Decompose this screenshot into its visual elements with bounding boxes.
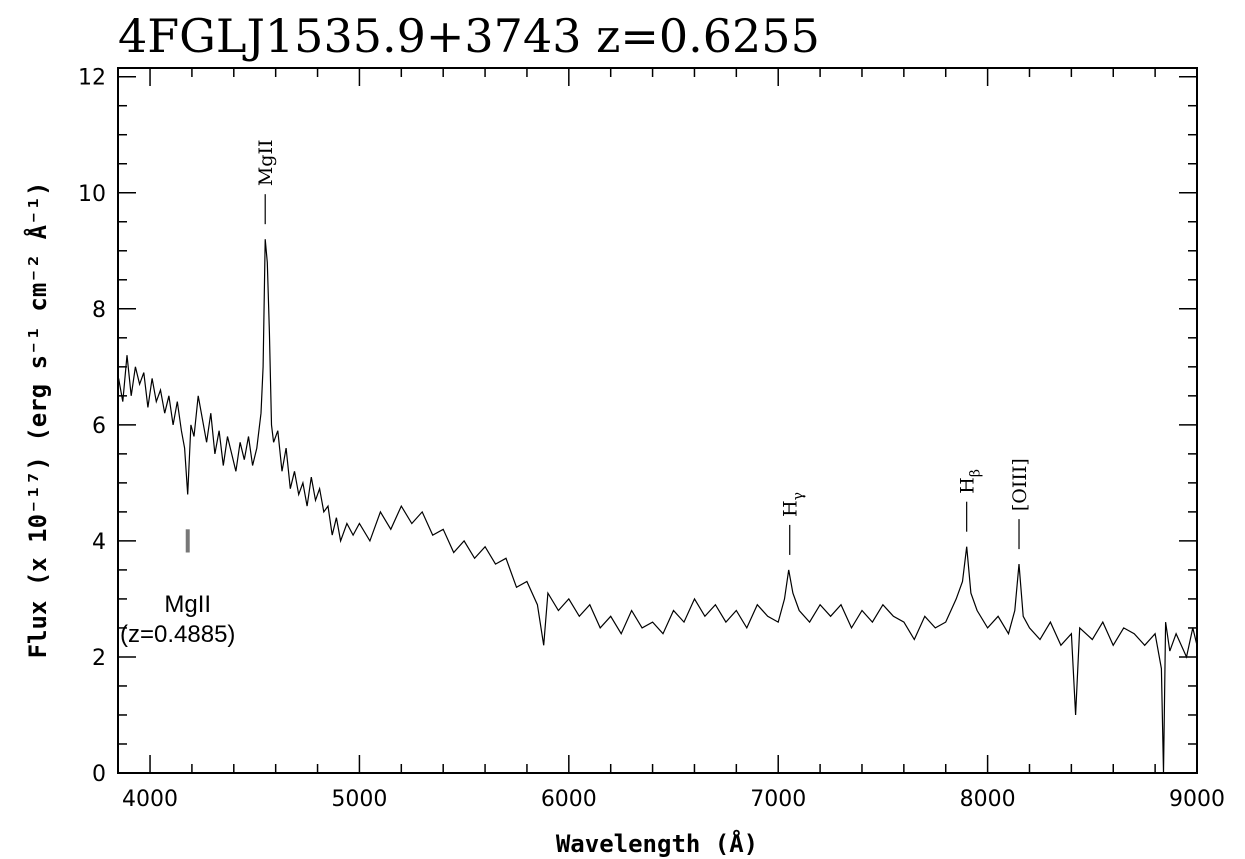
line-label-text: MgII [255, 140, 277, 187]
line-label: Hβ [957, 469, 984, 494]
y-tick-label: 12 [78, 66, 106, 91]
line-label: MgII [255, 140, 277, 187]
line-label-text: H [780, 500, 802, 517]
plot-frame [117, 67, 1198, 774]
chart-title: 4FGLJ1535.9+3743 z=0.6255 [118, 9, 820, 63]
spectrum-line [118, 239, 1197, 773]
x-tick-label: 4000 [122, 787, 178, 812]
x-tick-label: 6000 [541, 787, 597, 812]
y-tick-label: 6 [92, 414, 106, 439]
x-axis-label: Wavelength (Å) [556, 829, 758, 858]
absorption-note: (z=0.4885) [120, 621, 235, 648]
absorption-label: MgII [164, 591, 211, 618]
y-tick-label: 10 [78, 182, 106, 207]
y-axis-label: Flux (x 10⁻¹⁷) (erg s⁻¹ cm⁻² Å⁻¹) [23, 182, 52, 659]
x-tick-label: 8000 [960, 787, 1016, 812]
y-tick-label: 0 [92, 762, 106, 787]
y-tick-label: 8 [92, 298, 106, 323]
x-tick-label: 9000 [1169, 787, 1225, 812]
line-label-sub: β [968, 469, 984, 477]
y-tick-label: 4 [92, 530, 106, 555]
y-tick-label: 2 [92, 646, 106, 671]
x-tick-label: 7000 [750, 787, 806, 812]
line-label-sub: γ [791, 492, 807, 500]
line-label-text: H [957, 477, 979, 494]
line-label-text: [OIII] [1009, 458, 1031, 511]
line-label: [OIII] [1009, 458, 1031, 511]
line-label: Hγ [780, 492, 807, 517]
x-tick-label: 5000 [331, 787, 387, 812]
